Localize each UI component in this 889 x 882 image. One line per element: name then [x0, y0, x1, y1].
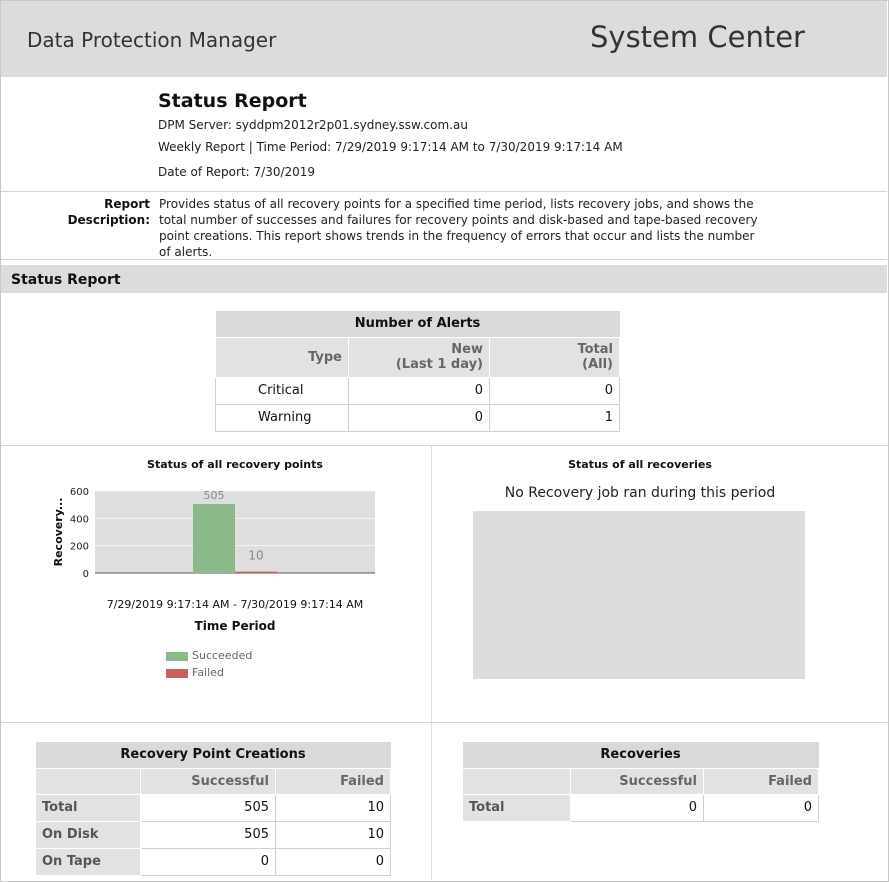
legend-succeeded: Succeeded — [166, 649, 252, 662]
col-new: New (Last 1 day) — [348, 336, 490, 378]
recoveries-title: Recoveries — [462, 742, 819, 768]
legend-label: Failed — [192, 666, 224, 679]
description-label: Report Description: — [60, 196, 150, 228]
legend-swatch-failed — [166, 668, 188, 678]
row-successful: 0 — [570, 793, 704, 822]
recoveries-table: Recoveries Successful Failed Total 0 0 — [462, 742, 819, 822]
row-successful: 505 — [140, 820, 276, 849]
col-total: Total (All) — [489, 336, 620, 378]
alerts-table-title: Number of Alerts — [215, 311, 620, 337]
y-tick-label: 400 — [70, 514, 89, 525]
header-bar — [1, 1, 887, 77]
y-tick-label: 200 — [70, 542, 89, 553]
row-label: Total — [35, 793, 141, 822]
table-row: Total 0 0 — [462, 793, 819, 822]
report-date: Date of Report: 7/30/2019 — [158, 165, 316, 179]
table-row: On Disk 505 10 — [35, 820, 391, 849]
row-failed: 0 — [703, 793, 819, 822]
row-label: On Tape — [35, 847, 141, 876]
row-type: Critical — [215, 376, 349, 405]
col-new-line2: (Last 1 day) — [395, 357, 483, 372]
row-successful: 505 — [140, 793, 276, 822]
row-new: 0 — [348, 376, 490, 405]
divider — [1, 259, 887, 260]
data-label: 505 — [204, 489, 225, 502]
row-failed: 0 — [275, 847, 391, 876]
row-total: 1 — [489, 403, 620, 432]
recoveries-chart-title: Status of all recoveries — [568, 458, 712, 471]
empty-chart-message: No Recovery job ran during this period — [504, 485, 776, 501]
row-total: 0 — [489, 376, 620, 405]
divider — [1, 191, 887, 192]
row-successful: 0 — [140, 847, 276, 876]
description-label-line2: Description: — [67, 213, 150, 227]
table-row: Critical 0 0 — [215, 376, 620, 405]
row-label: On Disk — [35, 820, 141, 849]
column-divider — [431, 445, 432, 880]
row-label: Total — [462, 793, 571, 822]
brand-logo-text: System Center — [590, 20, 805, 54]
recovery-points-chart: 600 400 200 0 Recovery... 505 10 — [52, 487, 375, 580]
alerts-table: Number of Alerts Type New (Last 1 day) T… — [215, 311, 620, 432]
table-row: Warning 0 1 — [215, 403, 620, 432]
data-label: 10 — [248, 549, 263, 563]
col-new-line1: New — [451, 342, 483, 357]
x-axis-label: Time Period — [194, 619, 276, 633]
col-type: Type — [215, 336, 349, 378]
col-failed: Failed — [275, 767, 391, 795]
server-text: DPM Server: syddpm2012r2p01.sydney.ssw.c… — [158, 118, 468, 132]
table-row: On Tape 0 0 — [35, 847, 391, 876]
y-tick-label: 0 — [83, 569, 89, 580]
chart-title: Status of all recovery points — [147, 458, 323, 471]
legend-failed: Failed — [166, 666, 224, 679]
app-title: Data Protection Manager — [27, 28, 277, 52]
divider — [1, 722, 887, 723]
row-new: 0 — [348, 403, 490, 432]
col-successful: Successful — [140, 767, 276, 795]
table-row: Total 505 10 — [35, 793, 391, 822]
rp-creations-table: Recovery Point Creations Successful Fail… — [35, 742, 391, 876]
col-successful: Successful — [570, 767, 704, 795]
legend-swatch-succeeded — [166, 651, 188, 661]
bar-succeeded — [193, 503, 235, 573]
row-type: Warning — [215, 403, 349, 432]
section-title: Status Report — [11, 272, 121, 288]
period-text: Weekly Report | Time Period: 7/29/2019 9… — [158, 140, 623, 154]
report-title: Status Report — [158, 90, 307, 112]
col-total-line1: Total — [577, 342, 613, 357]
row-failed: 10 — [275, 793, 391, 822]
col-failed: Failed — [703, 767, 819, 795]
empty-chart-area — [473, 511, 805, 679]
description-label-line1: Report — [104, 197, 150, 211]
row-failed: 10 — [275, 820, 391, 849]
description-text: Provides status of all recovery points f… — [159, 197, 758, 259]
bar-failed — [235, 571, 277, 573]
legend-label: Succeeded — [192, 649, 253, 662]
y-axis-label: Recovery... — [52, 498, 65, 567]
section-bar — [1, 265, 887, 293]
y-tick-label: 600 — [70, 487, 89, 498]
col-total-line2: (All) — [582, 357, 613, 372]
x-category-label: 7/29/2019 9:17:14 AM - 7/30/2019 9:17:14… — [106, 598, 364, 611]
rp-creations-title: Recovery Point Creations — [35, 742, 391, 768]
divider — [1, 445, 887, 446]
